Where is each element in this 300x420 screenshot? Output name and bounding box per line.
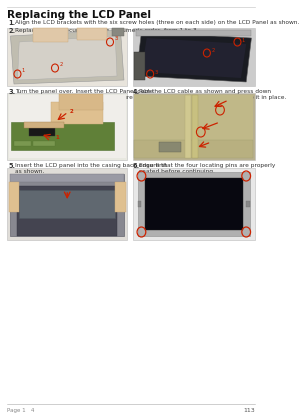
Bar	[115, 182, 126, 212]
Text: 2: 2	[59, 63, 63, 68]
Bar	[14, 141, 32, 146]
Bar	[138, 201, 141, 207]
Text: Run the LCD cable as shown and press down
along the length of the cable to secur: Run the LCD cable as shown and press dow…	[139, 89, 286, 100]
Text: 3: 3	[114, 37, 118, 42]
Polygon shape	[17, 36, 117, 80]
Bar	[59, 94, 103, 110]
Text: 3.: 3.	[9, 89, 16, 95]
Bar	[134, 95, 253, 158]
Bar	[159, 142, 181, 152]
Text: Replacing the LCD Panel: Replacing the LCD Panel	[7, 10, 151, 20]
Bar	[11, 122, 114, 150]
Bar	[24, 122, 64, 128]
Text: 3: 3	[154, 69, 158, 74]
Text: 1.: 1.	[9, 20, 16, 26]
Bar	[7, 168, 128, 240]
Bar	[134, 140, 253, 158]
Bar	[133, 168, 255, 240]
Text: Ensure that the four locating pins are properly
seated before continuing.: Ensure that the four locating pins are p…	[139, 163, 275, 174]
Polygon shape	[141, 38, 246, 78]
Text: Turn the panel over. Insert the LCD Panel cable
into the LCD Panel as shown (1).: Turn the panel over. Insert the LCD Pane…	[15, 89, 162, 106]
Bar	[11, 174, 124, 182]
Bar	[192, 95, 198, 158]
Bar	[138, 172, 250, 236]
Bar	[7, 93, 128, 160]
Bar	[7, 28, 128, 86]
Bar	[246, 201, 250, 207]
Bar	[9, 182, 19, 212]
Text: 1: 1	[242, 37, 245, 42]
Bar	[145, 178, 243, 230]
Bar	[51, 102, 103, 124]
Bar	[133, 28, 255, 86]
Text: Align the LCD brackets with the six screw holes (three on each side) on the LCD : Align the LCD brackets with the six scre…	[15, 20, 299, 25]
Bar	[133, 93, 255, 160]
Text: 1: 1	[22, 68, 25, 74]
Bar	[33, 28, 68, 42]
Text: 2: 2	[70, 109, 74, 114]
Bar	[185, 95, 191, 158]
Text: 2.: 2.	[9, 28, 16, 34]
Text: 4.: 4.	[133, 89, 140, 95]
Text: 2: 2	[211, 48, 214, 53]
Text: Replace the six securing screws in numeric order, from 1 to 3.: Replace the six securing screws in numer…	[15, 28, 198, 33]
Bar	[11, 174, 124, 236]
Bar	[29, 128, 55, 136]
Bar	[17, 186, 117, 236]
Bar	[134, 52, 145, 80]
Text: 5.: 5.	[9, 163, 16, 169]
Text: Insert the LCD panel into the casing back edge first
as shown.: Insert the LCD panel into the casing bac…	[15, 163, 167, 174]
Polygon shape	[11, 30, 124, 84]
Text: 113: 113	[243, 408, 255, 413]
Bar	[19, 190, 115, 218]
Text: 1: 1	[55, 135, 59, 140]
Text: Page 1   4: Page 1 4	[7, 408, 34, 413]
Text: 6.: 6.	[133, 163, 140, 169]
Bar	[112, 28, 124, 36]
Bar	[77, 28, 107, 40]
Bar	[9, 95, 126, 158]
Polygon shape	[136, 32, 251, 82]
Bar	[33, 141, 55, 146]
Bar	[136, 30, 251, 36]
